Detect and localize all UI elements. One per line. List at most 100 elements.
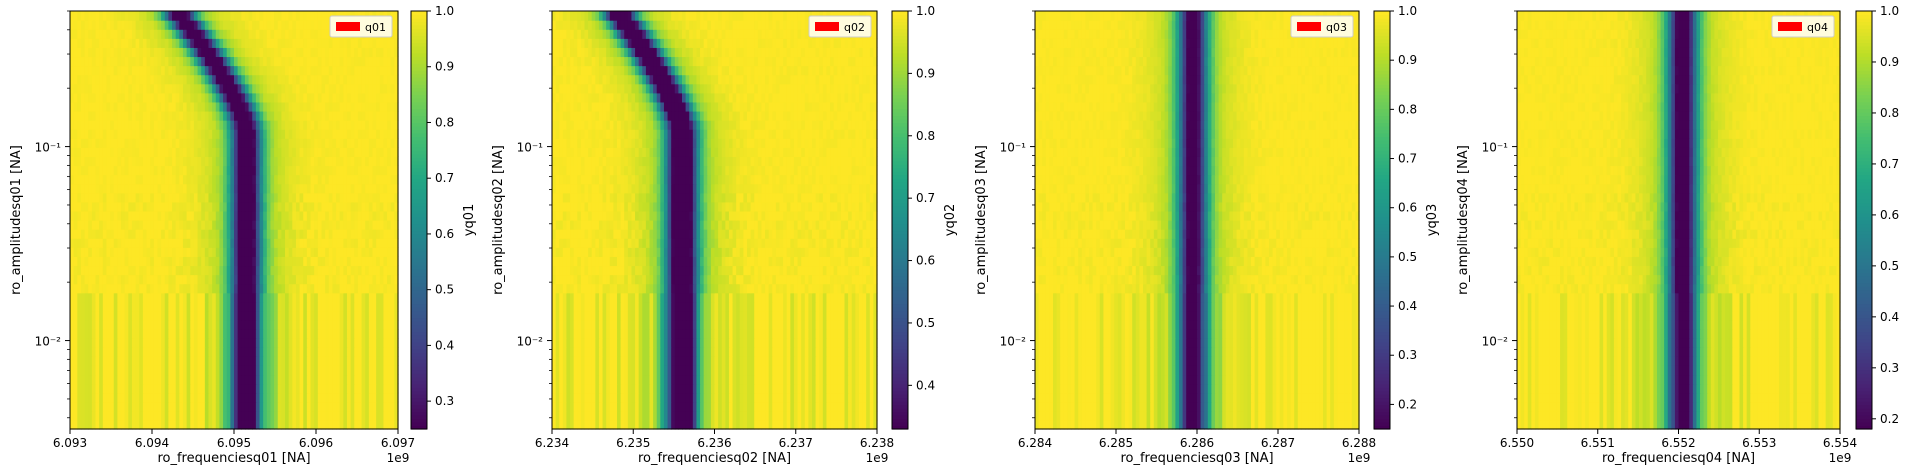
heatmap-cell [285, 256, 290, 267]
heatmap-cell [339, 38, 344, 48]
heatmap-cell [714, 365, 719, 376]
heatmap-cell [613, 410, 618, 421]
heatmap-cell [591, 419, 596, 430]
heatmap-cell [602, 374, 607, 385]
heatmap-cell [70, 347, 75, 357]
colorbar-segment [411, 164, 427, 169]
heatmap-cell [270, 365, 275, 376]
heatmap-cell [310, 247, 315, 257]
heatmap-cell [295, 156, 301, 167]
heatmap-cell [186, 283, 191, 294]
heatmap-cell [219, 292, 224, 303]
heatmap-cell [656, 365, 661, 376]
heatmap-cell [124, 301, 129, 312]
heatmap-cell [190, 83, 195, 94]
heatmap-cell [197, 283, 202, 294]
heatmap-cell [110, 65, 115, 76]
heatmap-cell [321, 11, 326, 21]
heatmap-cell [230, 192, 235, 203]
heatmap-cell [215, 201, 221, 212]
heatmap-cell [91, 20, 97, 30]
heatmap-cell [336, 238, 341, 248]
heatmap-cell [234, 92, 239, 103]
heatmap-cell [244, 265, 250, 276]
heatmap-cell [223, 156, 228, 167]
heatmap-cell [139, 347, 144, 357]
heatmap-cell [182, 419, 188, 430]
heatmap-cell [223, 47, 228, 58]
heatmap-cell [786, 365, 791, 376]
heatmap-cell [91, 329, 97, 339]
heatmap-cell [168, 365, 173, 376]
heatmap-cell [193, 65, 199, 76]
heatmap-cell [153, 319, 159, 330]
heatmap-cell [357, 83, 363, 94]
heatmap-cell [186, 174, 191, 185]
heatmap-cell [244, 210, 250, 221]
heatmap-cell [667, 383, 672, 394]
heatmap-cell [361, 401, 366, 412]
heatmap-cell [285, 374, 290, 385]
colorbar-segment [411, 422, 427, 427]
heatmap-cell [110, 292, 115, 303]
heatmap-cell [328, 129, 333, 139]
heatmap-cell [747, 374, 752, 385]
heatmap-cell [321, 310, 326, 321]
heatmap-cell [303, 210, 308, 221]
heatmap-cell [826, 374, 831, 385]
heatmap-cell [383, 220, 388, 230]
heatmap-cell [620, 401, 625, 412]
heatmap-cell [73, 183, 78, 194]
heatmap-cell [779, 374, 784, 385]
heatmap-cell [346, 47, 352, 58]
heatmap-cell [186, 65, 191, 76]
heatmap-cell [197, 256, 202, 267]
heatmap-cell [259, 11, 264, 21]
heatmap-cell [671, 356, 676, 366]
heatmap-cell [175, 365, 180, 376]
heatmap-cell [248, 419, 253, 430]
heatmap-cell [851, 392, 856, 403]
heatmap-cell [102, 392, 108, 403]
heatmap-cell [106, 147, 111, 157]
heatmap-cell [234, 238, 239, 248]
heatmap-cell [161, 365, 166, 376]
heatmap-cell [306, 283, 312, 294]
heatmap-cell [728, 374, 734, 385]
heatmap-cell [317, 20, 323, 30]
heatmap-cell [197, 20, 202, 30]
heatmap-cell [234, 419, 239, 430]
heatmap-cell [361, 410, 366, 421]
heatmap-cell [642, 401, 647, 412]
heatmap-cell [321, 229, 326, 239]
heatmap-cell [80, 374, 86, 385]
heatmap-cell [190, 401, 195, 412]
heatmap-cell [121, 274, 126, 285]
heatmap-cell [325, 220, 330, 230]
heatmap-cell [775, 410, 781, 421]
heatmap-cell [588, 410, 593, 421]
heatmap-cell [299, 56, 304, 67]
heatmap-cell [390, 83, 395, 94]
heatmap-cell [255, 265, 261, 276]
heatmap-cell [394, 274, 399, 285]
heatmap-cell [321, 192, 326, 203]
heatmap-cell [215, 265, 221, 276]
heatmap-cell [153, 301, 159, 312]
heatmap-cell [204, 74, 210, 85]
heatmap-cell [707, 365, 712, 376]
heatmap-cell [303, 292, 308, 303]
heatmap-cell [234, 310, 239, 321]
heatmap-cell [219, 374, 224, 385]
heatmap-cell [295, 338, 301, 348]
heatmap-cell [182, 374, 188, 385]
heatmap-cell [285, 11, 290, 21]
heatmap-cell [624, 356, 629, 366]
heatmap-cell [157, 365, 162, 376]
heatmap-cell [244, 38, 250, 48]
heatmap-cell [350, 83, 355, 94]
colorbar-segment [411, 314, 427, 319]
heatmap-cell [259, 419, 264, 430]
heatmap-cell [219, 347, 224, 357]
